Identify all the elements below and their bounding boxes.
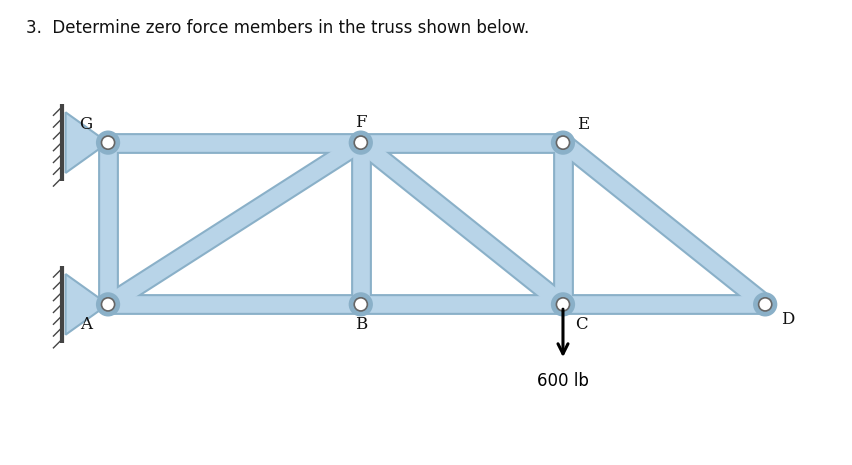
Text: 3.  Determine zero force members in the truss shown below.: 3. Determine zero force members in the t… bbox=[26, 19, 528, 37]
Circle shape bbox=[95, 131, 120, 155]
Polygon shape bbox=[66, 274, 108, 335]
Text: F: F bbox=[354, 114, 366, 131]
Text: C: C bbox=[574, 316, 587, 333]
Text: A: A bbox=[80, 316, 92, 333]
Text: B: B bbox=[354, 316, 366, 333]
Circle shape bbox=[550, 292, 574, 317]
Text: G: G bbox=[79, 116, 92, 133]
Circle shape bbox=[348, 131, 372, 155]
Circle shape bbox=[348, 292, 372, 317]
Circle shape bbox=[556, 136, 569, 149]
Circle shape bbox=[757, 298, 771, 311]
Text: D: D bbox=[780, 311, 793, 328]
Circle shape bbox=[101, 136, 114, 149]
Text: 600 lb: 600 lb bbox=[537, 372, 588, 390]
Circle shape bbox=[556, 298, 569, 311]
Circle shape bbox=[550, 131, 574, 155]
Circle shape bbox=[101, 298, 114, 311]
Circle shape bbox=[354, 136, 367, 149]
Circle shape bbox=[354, 298, 367, 311]
Text: E: E bbox=[577, 116, 589, 133]
Polygon shape bbox=[66, 112, 108, 173]
Circle shape bbox=[95, 292, 120, 317]
Circle shape bbox=[752, 292, 776, 317]
